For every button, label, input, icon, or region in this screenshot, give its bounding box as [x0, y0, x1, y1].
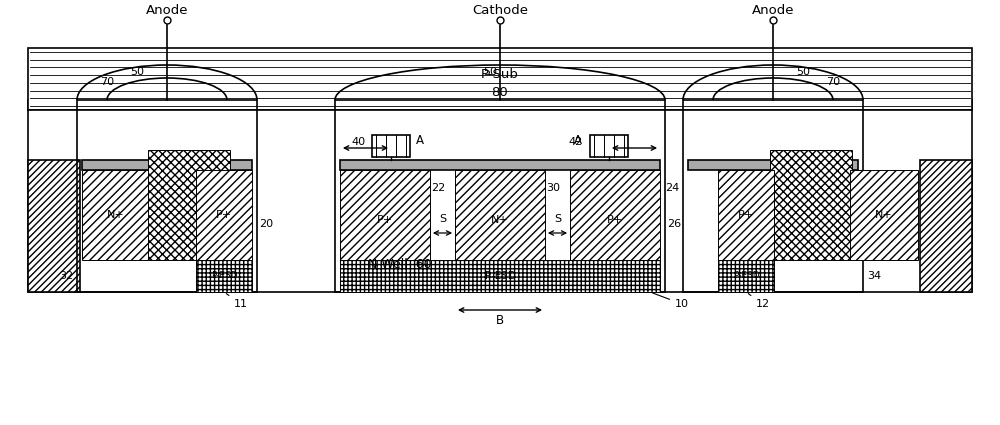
Bar [920, 160, 972, 292]
Bar [28, 100, 972, 110]
Text: P-Sub: P-Sub [481, 68, 519, 81]
Text: 42: 42 [569, 137, 583, 147]
Text: P+: P+ [377, 215, 393, 224]
Text: P-ESD: P-ESD [485, 271, 515, 281]
Text: 22: 22 [431, 183, 445, 193]
Text: 30: 30 [546, 183, 560, 193]
Bar [570, 170, 660, 260]
Text: 12: 12 [748, 294, 770, 309]
Bar [718, 260, 774, 292]
Text: Cathode: Cathode [472, 3, 528, 17]
Bar [455, 170, 545, 260]
Text: 50: 50 [796, 67, 810, 77]
Bar [683, 100, 863, 292]
Text: 40: 40 [351, 137, 365, 147]
Text: 50: 50 [130, 67, 144, 77]
Text: N+: N+ [107, 210, 125, 220]
Text: 80: 80 [492, 86, 508, 99]
Text: A: A [574, 133, 582, 147]
Text: A: A [416, 133, 424, 147]
Text: P+: P+ [607, 215, 623, 224]
Text: S: S [439, 214, 446, 224]
Bar [28, 48, 972, 110]
Text: Anode: Anode [146, 3, 188, 17]
Bar [850, 170, 918, 260]
Bar [196, 170, 252, 260]
Text: P+: P+ [216, 210, 232, 220]
Text: N+: N+ [875, 210, 893, 220]
Text: 26: 26 [667, 219, 681, 229]
Text: S: S [554, 214, 561, 224]
Text: B: B [496, 314, 504, 326]
Text: P-ESD: P-ESD [733, 272, 759, 280]
Bar [196, 260, 252, 292]
Bar [340, 260, 660, 292]
Bar [770, 150, 852, 260]
Bar [28, 160, 80, 292]
Text: 10: 10 [653, 293, 689, 309]
Text: P-ESD: P-ESD [211, 272, 237, 280]
Text: 50: 50 [483, 67, 497, 77]
Text: N-Well  60: N-Well 60 [368, 258, 432, 270]
Bar [82, 160, 252, 170]
Bar [590, 135, 628, 157]
Text: N+: N+ [491, 215, 509, 224]
Bar [77, 100, 257, 292]
Bar [335, 100, 665, 292]
Text: 20: 20 [259, 219, 273, 229]
Text: 32: 32 [59, 271, 73, 281]
Text: 70: 70 [100, 77, 114, 87]
Bar [718, 170, 774, 260]
Text: P+: P+ [738, 210, 754, 220]
Bar [82, 170, 150, 260]
Bar [28, 110, 972, 292]
Bar [148, 150, 230, 260]
Bar [372, 135, 410, 157]
Text: 24: 24 [665, 183, 679, 193]
Text: 11: 11 [226, 294, 248, 309]
Bar [688, 160, 858, 170]
Text: 70: 70 [826, 77, 840, 87]
Bar [340, 170, 430, 260]
Text: 34: 34 [867, 271, 881, 281]
Text: Anode: Anode [752, 3, 794, 17]
Bar [340, 160, 660, 170]
